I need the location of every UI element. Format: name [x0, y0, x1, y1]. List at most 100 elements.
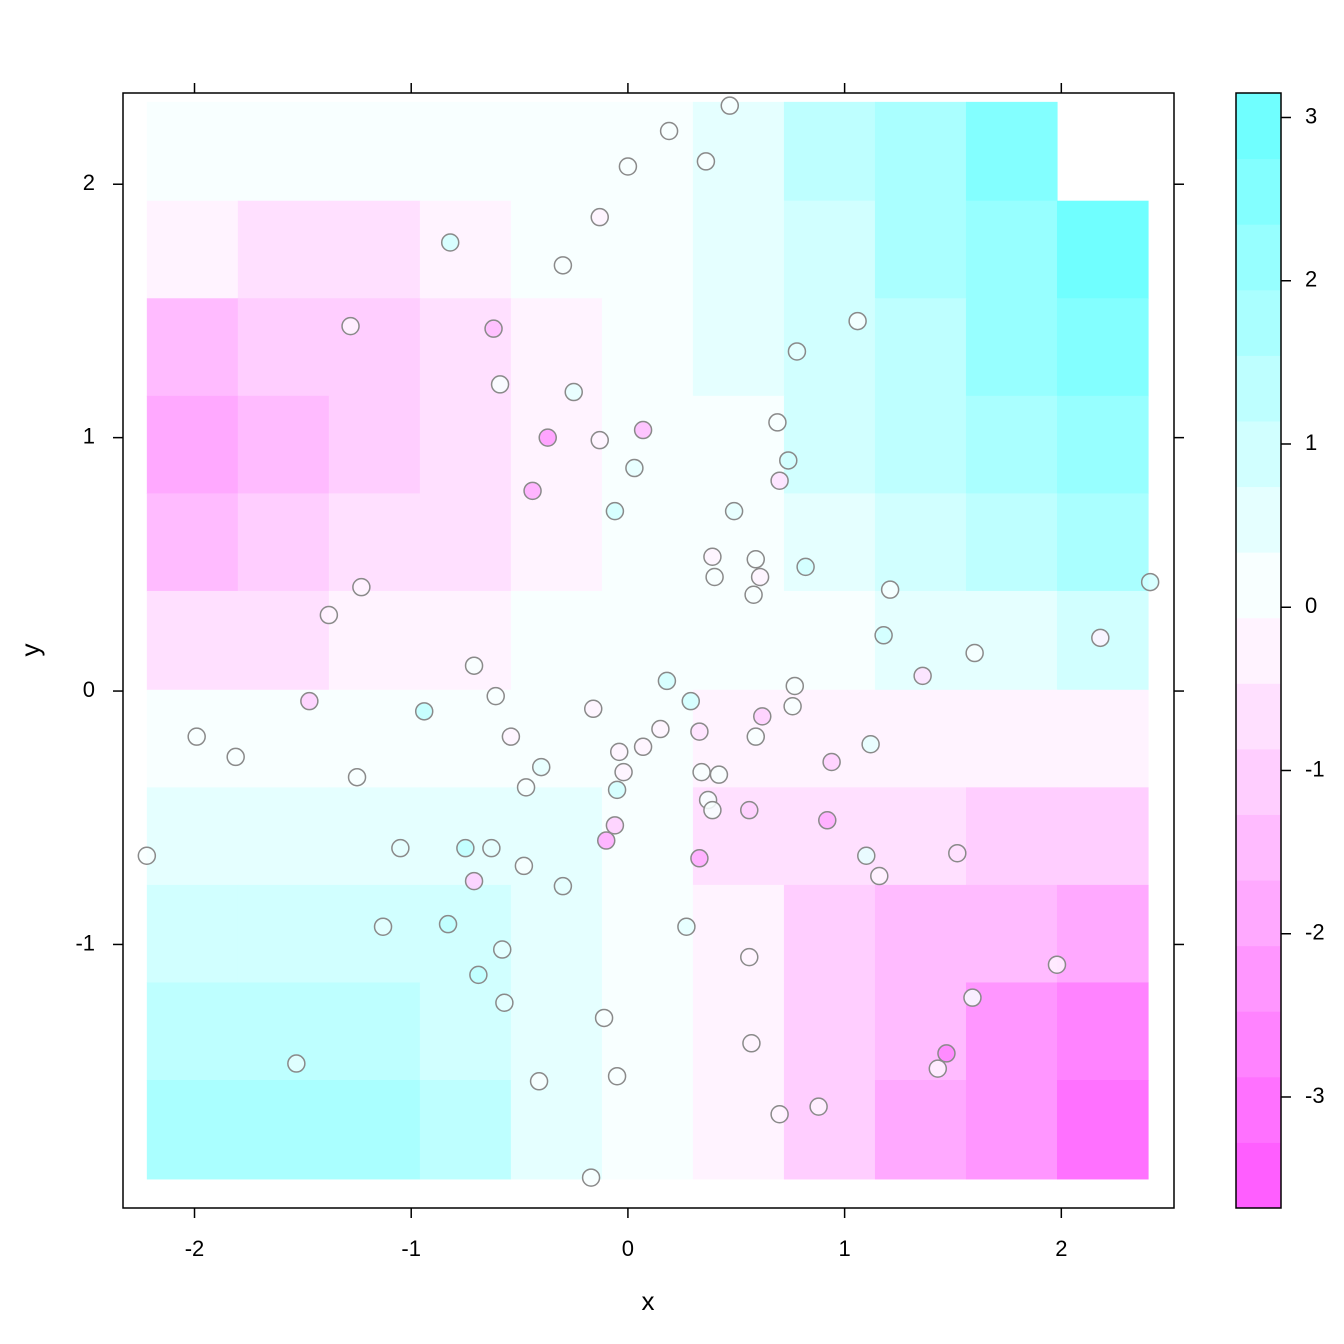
plot-frame: [122, 92, 1175, 1209]
data-point: [352, 577, 371, 597]
data-point: [501, 727, 521, 746]
surface-cell: [146, 787, 239, 886]
data-point: [633, 737, 653, 757]
surface-cell: [328, 200, 421, 299]
colorbar-band: [1236, 158, 1281, 225]
surface-cell: [874, 982, 967, 1081]
surface-cell: [146, 590, 239, 691]
data-point: [596, 831, 616, 850]
surface-cell: [328, 689, 421, 788]
surface-cell: [237, 493, 330, 592]
surface-cell: [965, 395, 1058, 494]
surface-cell: [874, 101, 967, 202]
data-point: [391, 838, 410, 858]
data-point: [746, 550, 766, 569]
surface-cell: [874, 689, 967, 788]
data-point: [516, 778, 536, 797]
surface-cell: [419, 1080, 512, 1180]
data-point: [187, 727, 206, 746]
colorbar-tick-label: 1: [1305, 430, 1317, 455]
data-point: [768, 413, 787, 432]
surface-cell: [419, 493, 512, 592]
y-tick-label: 0: [83, 677, 95, 702]
surface-cell: [510, 298, 603, 397]
data-point: [583, 699, 603, 719]
surface-cell: [965, 689, 1058, 788]
x-tick-label: 1: [838, 1236, 850, 1261]
surface-cell: [510, 590, 603, 691]
data-point: [740, 800, 759, 820]
data-point: [414, 702, 434, 721]
surface-cell: [601, 590, 694, 691]
surface-cell: [692, 101, 785, 202]
surface-cell: [419, 590, 512, 691]
axes: -2 -1 0 1 2 -1 0 1 2: [75, 83, 1184, 1261]
colorbar-tick-label: 0: [1305, 593, 1317, 618]
surface-cell: [419, 101, 512, 202]
surface-cell: [874, 884, 967, 984]
surface-cell: [146, 1080, 239, 1180]
data-point: [848, 311, 867, 331]
surface-cell: [419, 395, 512, 494]
colorbar-band: [1236, 420, 1281, 488]
data-point: [750, 567, 770, 587]
surface-cell: [237, 101, 330, 202]
surface-cell: [783, 590, 876, 691]
surface-cell: [510, 493, 603, 592]
data-point: [1140, 572, 1160, 592]
colorbar-band: [1236, 486, 1281, 553]
points: [137, 96, 1160, 1187]
surface-cell: [965, 298, 1058, 397]
data-point: [226, 747, 245, 767]
colorbar-tick-label: -3: [1305, 1083, 1325, 1108]
data-point: [677, 917, 696, 936]
data-point: [948, 843, 967, 863]
surface-cell: [328, 787, 421, 886]
surface-cell: [510, 200, 603, 299]
colorbar-band: [1236, 683, 1281, 750]
colorbar-band: [1236, 617, 1281, 684]
data-point: [770, 1104, 789, 1124]
surface-cell: [237, 982, 330, 1081]
data-point: [618, 157, 638, 176]
colorbar-tick-label: 2: [1305, 267, 1317, 292]
data-point: [770, 471, 789, 490]
data-point: [538, 428, 557, 447]
data-point: [937, 1044, 956, 1063]
surface-cell: [601, 884, 694, 984]
surface-cell: [419, 787, 512, 886]
colorbar-tick-label: -1: [1305, 756, 1325, 781]
surface-cell: [692, 982, 785, 1081]
data-point: [347, 767, 367, 787]
data-point: [590, 430, 609, 450]
colorbar-band: [1236, 93, 1281, 160]
data-point: [692, 762, 711, 782]
surface-cell: [874, 787, 967, 886]
data-point: [1047, 955, 1067, 974]
y-tick-label: 2: [83, 170, 95, 195]
x-tick-label: -2: [185, 1236, 205, 1261]
data-point: [492, 940, 512, 959]
surface-cell: [601, 200, 694, 299]
surface-cell: [1056, 982, 1149, 1081]
colorbar-band: [1236, 289, 1281, 356]
surface-cell: [601, 395, 694, 494]
data-point: [724, 501, 744, 521]
data-point: [709, 765, 729, 784]
surface-cell: [237, 590, 330, 691]
surface-cell: [783, 884, 876, 984]
data-point: [796, 557, 815, 577]
surface-cell: [146, 101, 239, 202]
data-point: [696, 152, 716, 171]
surface-cell: [692, 395, 785, 494]
data-point: [913, 666, 932, 686]
data-point: [746, 727, 766, 746]
colorbar-band: [1236, 1011, 1281, 1078]
data-point: [681, 691, 701, 711]
surface-cell: [783, 200, 876, 299]
data-point: [928, 1059, 948, 1078]
data-point: [657, 671, 677, 691]
surface-cell: [328, 1080, 421, 1180]
